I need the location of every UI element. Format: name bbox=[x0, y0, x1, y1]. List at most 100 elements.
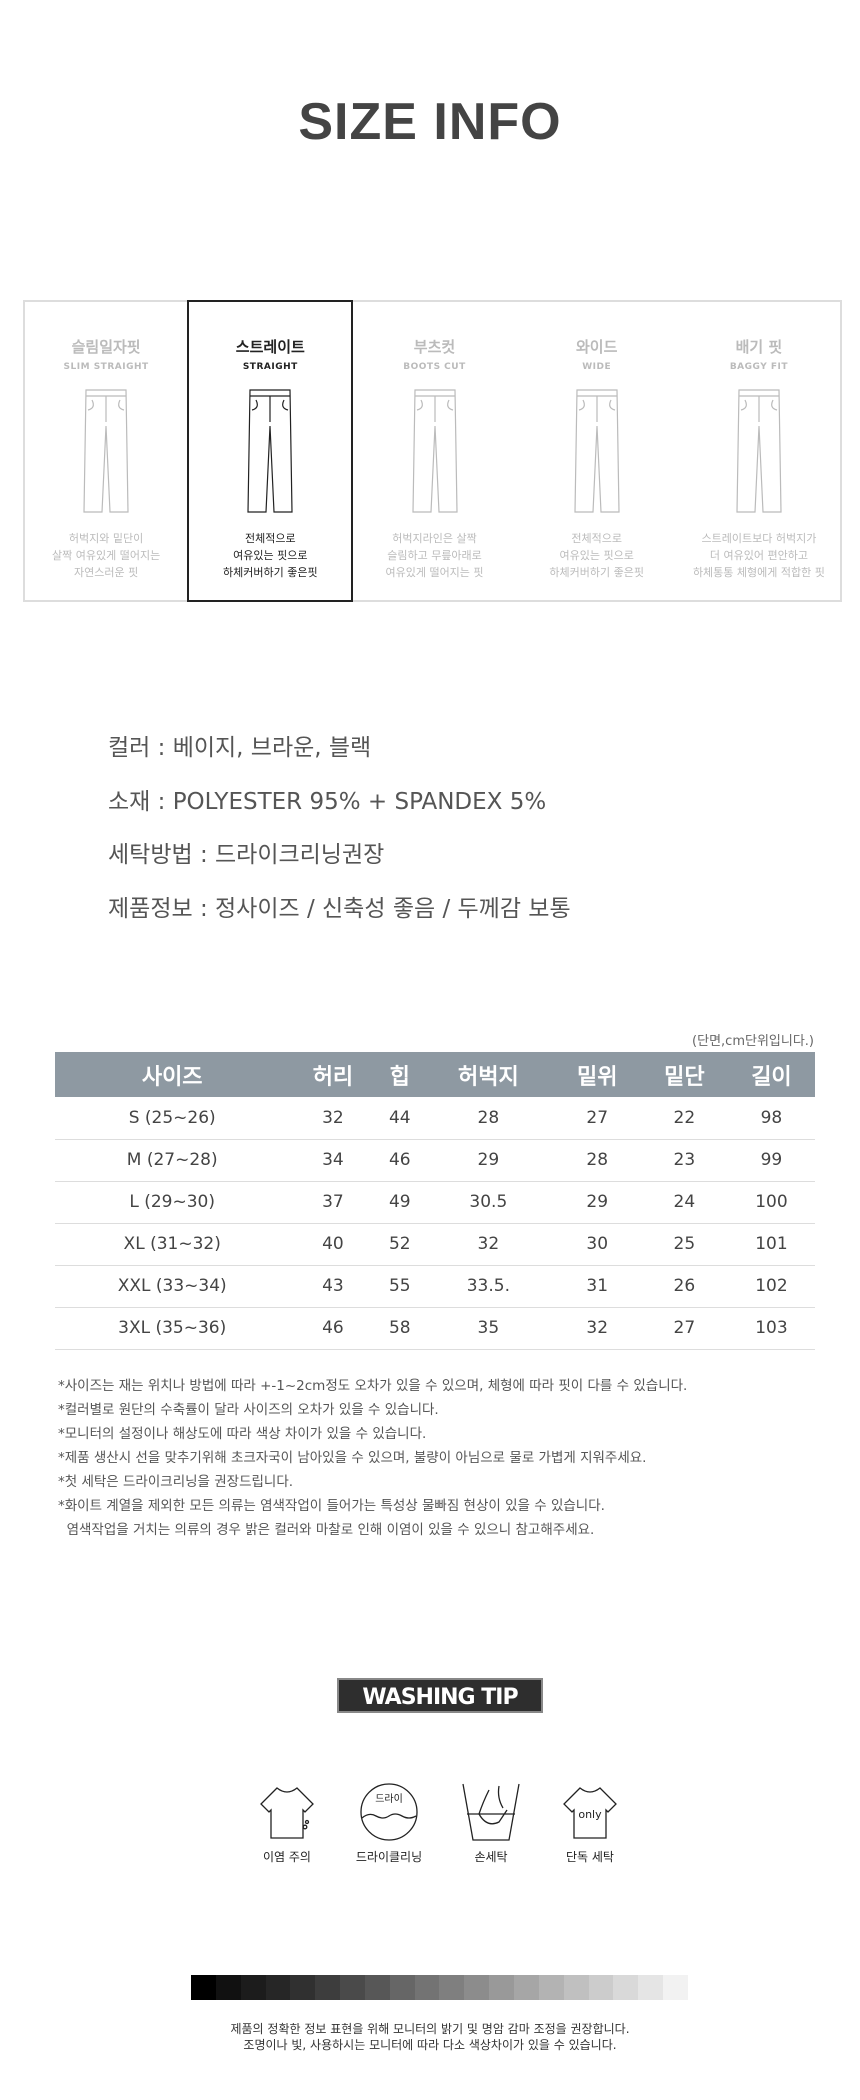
table-cell: 55 bbox=[376, 1265, 424, 1308]
gray-swatch bbox=[613, 1975, 639, 2000]
fit-option: 부츠컷 BOOTS CUT 허벅지라인은 살짝 슬림하고 무릎아래로 여유있게 떨어지는… bbox=[353, 302, 515, 600]
table-cell: 101 bbox=[727, 1223, 815, 1266]
gray-swatch bbox=[563, 1975, 589, 2000]
gray-swatch bbox=[290, 1975, 316, 2000]
table-cell: 102 bbox=[727, 1265, 815, 1308]
care-item-hand-wash: 손세탁 bbox=[441, 1782, 541, 1865]
gray-swatch bbox=[265, 1975, 291, 2000]
note-line: 염색작업을 거치는 의류의 경우 밝은 컬러와 마찰로 인해 이염이 있을 수 … bbox=[58, 1522, 595, 1538]
pants-icon bbox=[736, 389, 782, 513]
pants-icon bbox=[574, 389, 620, 513]
table-cell: 22 bbox=[640, 1097, 728, 1140]
hand-wash-icon bbox=[462, 1783, 520, 1841]
gray-swatch bbox=[638, 1975, 664, 2000]
size-notes: *사이즈는 재는 위치나 방법에 따라 +-1~2cm정도 오차가 있을 수 있… bbox=[58, 1374, 687, 1542]
table-cell: 43 bbox=[289, 1265, 377, 1308]
table-cell: 37 bbox=[289, 1181, 377, 1224]
fit-option: 슬림일자핏 SLIM STRAIGHT 허벅지와 밑단이 살짝 여유있게 떨어지는 자연… bbox=[25, 302, 187, 600]
fit-desc: 하체커버하기 좋은핏 bbox=[223, 566, 318, 579]
fit-desc: 허벅지와 밑단이 bbox=[68, 532, 144, 545]
table-cell: 27 bbox=[553, 1097, 641, 1140]
table-cell: 99 bbox=[727, 1139, 815, 1182]
fit-desc: 하체커버하기 좋은핏 bbox=[549, 566, 644, 579]
fit-desc: 슬림하고 무릎아래로 bbox=[387, 549, 482, 562]
table-cell: 26 bbox=[640, 1265, 728, 1308]
table-header: 허벅지 bbox=[423, 1052, 554, 1097]
unit-note: (단면,cm단위입니다.) bbox=[692, 1034, 814, 1049]
fit-desc: 여유있는 핏으로 bbox=[233, 549, 308, 562]
table-row: XXL (33~34) 43 55 33.5. 31 26 102 bbox=[55, 1265, 815, 1308]
table-cell: 25 bbox=[640, 1223, 728, 1266]
gray-swatch bbox=[489, 1975, 514, 2000]
fit-name-en: BOOTS CUT bbox=[403, 362, 466, 372]
table-row: S (25~26) 32 44 28 27 22 98 bbox=[55, 1097, 815, 1140]
fit-option: 와이드 WIDE 전체적으로 여유있는 핏으로 하체커버하기 좋은핏 bbox=[516, 302, 678, 600]
fit-name: 배기 핏 bbox=[735, 338, 783, 356]
gray-swatch bbox=[215, 1975, 241, 2000]
info-washing: 세탁방법 : 드라이크리닝권장 bbox=[108, 842, 385, 868]
care-item-stain: 이염 주의 bbox=[237, 1782, 337, 1865]
table-header: 밑위 bbox=[553, 1052, 641, 1097]
info-product: 제품정보 : 정사이즈 / 신축성 좋음 / 두께감 보통 bbox=[108, 896, 571, 922]
pants-icon bbox=[83, 389, 129, 513]
table-cell: 32 bbox=[289, 1097, 377, 1140]
table-cell: M (27~28) bbox=[55, 1139, 290, 1182]
table-cell: S (25~26) bbox=[55, 1097, 290, 1140]
fit-name-en: SLIM STRAIGHT bbox=[63, 362, 149, 372]
care-label: 드라이클리닝 bbox=[355, 1850, 423, 1864]
fit-option: 스트레이트 STRAIGHT 전체적으로 여유있는 핏으로 하체커버하기 좋은핏 bbox=[187, 300, 354, 602]
table-cell: L (29~30) bbox=[55, 1181, 290, 1224]
info-material: 소재 : POLYESTER 95% + SPANDEX 5% bbox=[108, 789, 547, 815]
table-cell: 31 bbox=[553, 1265, 641, 1308]
size-table: 사이즈 허리 힙 허벅지 밑위 밑단 길이 S (25~26) 32 44 28 27 22 98 M (2… bbox=[55, 1052, 815, 1350]
table-cell: 98 bbox=[727, 1097, 815, 1140]
table-cell: 52 bbox=[376, 1223, 424, 1266]
table-cell: 23 bbox=[640, 1139, 728, 1182]
table-cell: 29 bbox=[553, 1181, 641, 1224]
gray-swatch bbox=[663, 1975, 688, 2000]
table-header: 사이즈 bbox=[55, 1052, 290, 1097]
table-header: 밑단 bbox=[640, 1052, 728, 1097]
gray-swatch bbox=[364, 1975, 390, 2000]
table-cell: 33.5. bbox=[423, 1265, 554, 1308]
gray-swatch bbox=[340, 1975, 365, 2000]
table-cell: 24 bbox=[640, 1181, 728, 1224]
table-cell: 103 bbox=[727, 1307, 815, 1350]
gray-swatch bbox=[513, 1975, 539, 2000]
footer-line: 조명이나 빛, 사용하시는 모니터에 따라 다소 색상차이가 있을 수 있습니다… bbox=[243, 2038, 617, 2052]
fit-desc: 여유있게 떨어지는 핏 bbox=[385, 566, 484, 579]
care-label: 이염 주의 bbox=[263, 1850, 311, 1864]
table-cell: 32 bbox=[553, 1307, 641, 1350]
note-line: *사이즈는 재는 위치나 방법에 따라 +-1~2cm정도 오차가 있을 수 있… bbox=[58, 1378, 688, 1394]
care-label: 손세탁 bbox=[474, 1850, 508, 1864]
table-cell: 28 bbox=[423, 1097, 554, 1140]
gray-swatch bbox=[439, 1975, 465, 2000]
tshirt-only-icon: only bbox=[563, 1787, 617, 1839]
care-item-dry-clean: 드라이 드라이클리닝 bbox=[339, 1782, 439, 1865]
table-cell: 30.5 bbox=[423, 1181, 554, 1224]
note-line: *컬러별로 원단의 수축률이 달라 사이즈의 오차가 있을 수 있습니다. bbox=[58, 1402, 439, 1418]
gray-swatch bbox=[240, 1975, 266, 2000]
gray-swatch bbox=[191, 1975, 216, 2000]
fit-name-en: WIDE bbox=[582, 362, 612, 372]
care-item-wash-alone: only 단독 세탁 bbox=[540, 1782, 640, 1865]
note-line: *제품 생산시 선을 맞추기위해 초크자국이 남아있을 수 있으며, 불량이 아… bbox=[58, 1450, 647, 1466]
note-line: *화이트 계열을 제외한 모든 의류는 염색작업이 들어가는 특성상 물빠짐 현… bbox=[58, 1498, 605, 1514]
fit-name: 부츠컷 bbox=[413, 338, 456, 356]
fit-name-en: STRAIGHT bbox=[242, 362, 298, 372]
fit-name: 스트레이트 bbox=[235, 338, 305, 356]
table-cell: 35 bbox=[423, 1307, 554, 1350]
table-cell: 3XL (35~36) bbox=[55, 1307, 290, 1350]
pants-icon bbox=[411, 389, 458, 513]
gray-swatch bbox=[464, 1975, 490, 2000]
table-cell: XXL (33~34) bbox=[55, 1265, 290, 1308]
table-cell: 46 bbox=[289, 1307, 377, 1350]
table-cell: 29 bbox=[423, 1139, 554, 1182]
table-cell: 32 bbox=[423, 1223, 554, 1266]
gray-swatch bbox=[389, 1975, 415, 2000]
fit-desc: 살짝 여유있게 떨어지는 bbox=[52, 549, 161, 562]
table-cell: 100 bbox=[727, 1181, 815, 1224]
svg-text:드라이: 드라이 bbox=[375, 1793, 403, 1805]
table-cell: 46 bbox=[376, 1139, 424, 1182]
dry-clean-icon: 드라이 bbox=[360, 1783, 418, 1841]
